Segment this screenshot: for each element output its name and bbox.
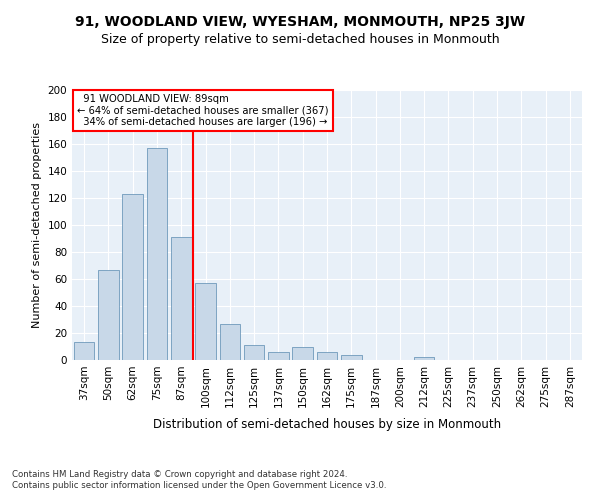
Bar — [122, 194, 143, 360]
Text: Contains HM Land Registry data © Crown copyright and database right 2024.: Contains HM Land Registry data © Crown c… — [12, 470, 347, 479]
Text: 91, WOODLAND VIEW, WYESHAM, MONMOUTH, NP25 3JW: 91, WOODLAND VIEW, WYESHAM, MONMOUTH, NP… — [75, 15, 525, 29]
Bar — [171, 237, 191, 360]
Bar — [317, 352, 337, 360]
Bar — [341, 354, 362, 360]
Bar — [195, 283, 216, 360]
Text: Size of property relative to semi-detached houses in Monmouth: Size of property relative to semi-detach… — [101, 32, 499, 46]
Bar — [98, 270, 119, 360]
X-axis label: Distribution of semi-detached houses by size in Monmouth: Distribution of semi-detached houses by … — [153, 418, 501, 431]
Bar — [74, 342, 94, 360]
Y-axis label: Number of semi-detached properties: Number of semi-detached properties — [32, 122, 42, 328]
Text: 91 WOODLAND VIEW: 89sqm
← 64% of semi-detached houses are smaller (367)
  34% of: 91 WOODLAND VIEW: 89sqm ← 64% of semi-de… — [77, 94, 329, 127]
Bar — [146, 148, 167, 360]
Bar — [244, 345, 265, 360]
Bar — [220, 324, 240, 360]
Bar — [414, 358, 434, 360]
Bar — [292, 346, 313, 360]
Bar — [268, 352, 289, 360]
Text: Contains public sector information licensed under the Open Government Licence v3: Contains public sector information licen… — [12, 481, 386, 490]
